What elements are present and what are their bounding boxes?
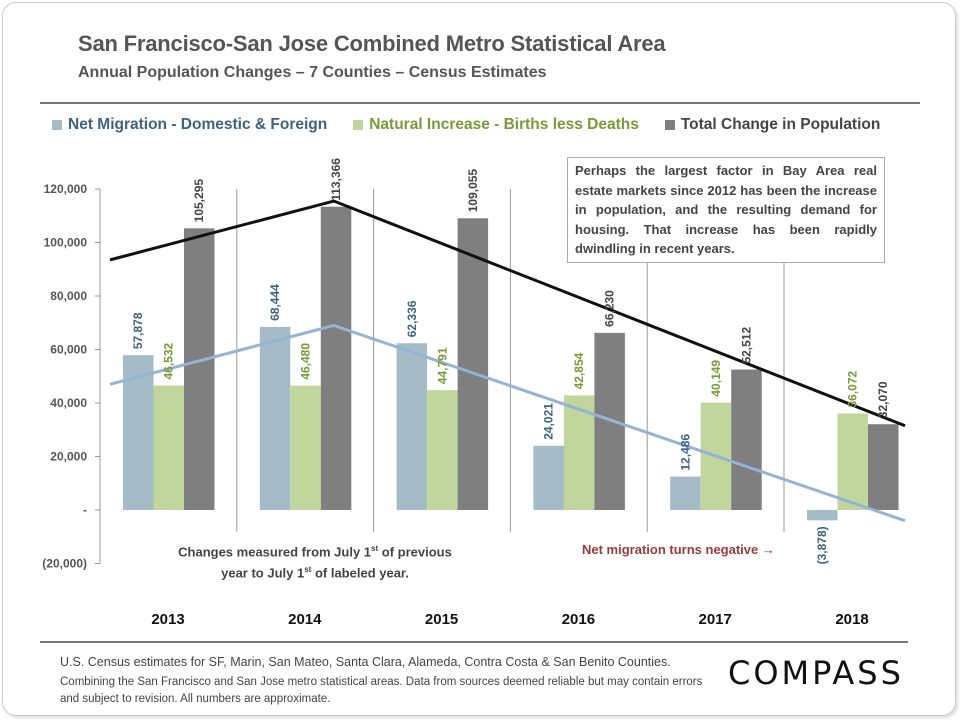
footer-source: U.S. Census estimates for SF, Marin, San… bbox=[60, 655, 671, 669]
x-category-label: 2017 bbox=[699, 611, 732, 628]
legend-item-net-migration: Net Migration - Domestic & Foreign bbox=[52, 116, 327, 134]
data-label: 44,791 bbox=[435, 347, 449, 384]
note-text: Changes measured from July 1 bbox=[178, 544, 372, 560]
legend-item-total-change: Total Change in Population bbox=[664, 116, 881, 134]
bar bbox=[396, 343, 428, 510]
bar bbox=[320, 206, 352, 510]
data-label: 24,021 bbox=[542, 403, 556, 440]
x-category-label: 2018 bbox=[835, 611, 868, 628]
trendline bbox=[109, 323, 906, 523]
y-tick-label: 100,000 bbox=[44, 236, 88, 250]
data-label: 46,480 bbox=[299, 343, 313, 380]
compass-logo: COMPASS bbox=[728, 654, 904, 692]
data-label: 68,444 bbox=[268, 284, 282, 321]
note-text: year to July 1 bbox=[221, 565, 305, 581]
data-label: 109,055 bbox=[466, 169, 480, 213]
bar bbox=[184, 228, 215, 510]
callout-box: Perhaps the largest factor in Bay Area r… bbox=[567, 157, 885, 263]
chart-title: San Francisco-San Jose Combined Metro St… bbox=[78, 31, 666, 56]
data-label: 32,070 bbox=[876, 381, 890, 418]
bar bbox=[533, 445, 564, 510]
x-category-label: 2016 bbox=[562, 611, 595, 628]
note-text: of labeled year. bbox=[311, 565, 409, 581]
data-label: 52,512 bbox=[739, 327, 753, 364]
y-tick-label: 60,000 bbox=[50, 343, 87, 357]
y-tick-label: - bbox=[83, 503, 87, 517]
footer-disclaimer: Combining the San Francisco and San Jose… bbox=[60, 676, 703, 705]
legend-item-natural-increase: Natural Increase - Births less Deaths bbox=[353, 116, 639, 134]
data-label: 42,854 bbox=[572, 352, 586, 389]
bar bbox=[153, 385, 184, 510]
y-tick-label: 120,000 bbox=[44, 182, 88, 196]
legend-swatch-total-change bbox=[664, 120, 675, 130]
x-category-label: 2014 bbox=[288, 611, 322, 628]
data-label: 12,486 bbox=[678, 434, 692, 471]
bottom-divider bbox=[40, 641, 908, 643]
legend-label: Total Change in Population bbox=[680, 116, 881, 133]
data-label: 46,532 bbox=[162, 342, 176, 379]
bar bbox=[457, 218, 489, 510]
legend-label: Natural Increase - Births less Deaths bbox=[369, 116, 639, 133]
y-tick-label: 80,000 bbox=[50, 289, 87, 303]
data-label: 105,295 bbox=[192, 179, 206, 223]
data-label: (3,878) bbox=[815, 526, 829, 564]
legend-swatch-net-migration bbox=[52, 120, 62, 130]
y-tick-label: 20,000 bbox=[50, 450, 87, 464]
legend-swatch-natural-increase bbox=[353, 120, 364, 130]
data-label: 66,230 bbox=[603, 290, 617, 327]
bar bbox=[837, 413, 868, 510]
data-label: 36,072 bbox=[846, 370, 860, 407]
bar bbox=[731, 369, 762, 510]
data-label: 40,149 bbox=[709, 360, 723, 397]
data-label: 113,366 bbox=[329, 158, 343, 201]
note-sup: st bbox=[304, 565, 312, 575]
bar bbox=[594, 332, 625, 510]
legend-label: Net Migration - Domestic & Foreign bbox=[68, 116, 328, 133]
bar bbox=[427, 390, 458, 510]
top-divider bbox=[40, 102, 920, 104]
bar bbox=[259, 326, 291, 510]
data-label: 62,336 bbox=[405, 300, 419, 337]
note-sup: st bbox=[371, 544, 379, 553]
y-tick-label: 40,000 bbox=[50, 396, 87, 410]
negative-migration-note: Net migration turns negative → bbox=[582, 542, 775, 557]
chart-subtitle: Annual Population Changes – 7 Counties –… bbox=[78, 64, 547, 81]
note-text: of previous bbox=[378, 544, 452, 560]
y-tick-label: (20,000) bbox=[42, 557, 87, 571]
bar bbox=[807, 510, 838, 521]
bar bbox=[563, 395, 595, 510]
bar bbox=[290, 385, 321, 510]
measurement-note: Changes measured from July 1st of previo… bbox=[140, 540, 490, 583]
legend: Net Migration - Domestic & Foreign Natur… bbox=[52, 116, 880, 134]
bar bbox=[670, 476, 701, 510]
x-category-label: 2015 bbox=[425, 611, 458, 628]
x-category-label: 2013 bbox=[151, 611, 184, 628]
data-label: 57,878 bbox=[131, 312, 145, 349]
bar bbox=[868, 424, 899, 510]
trendline bbox=[109, 199, 906, 428]
